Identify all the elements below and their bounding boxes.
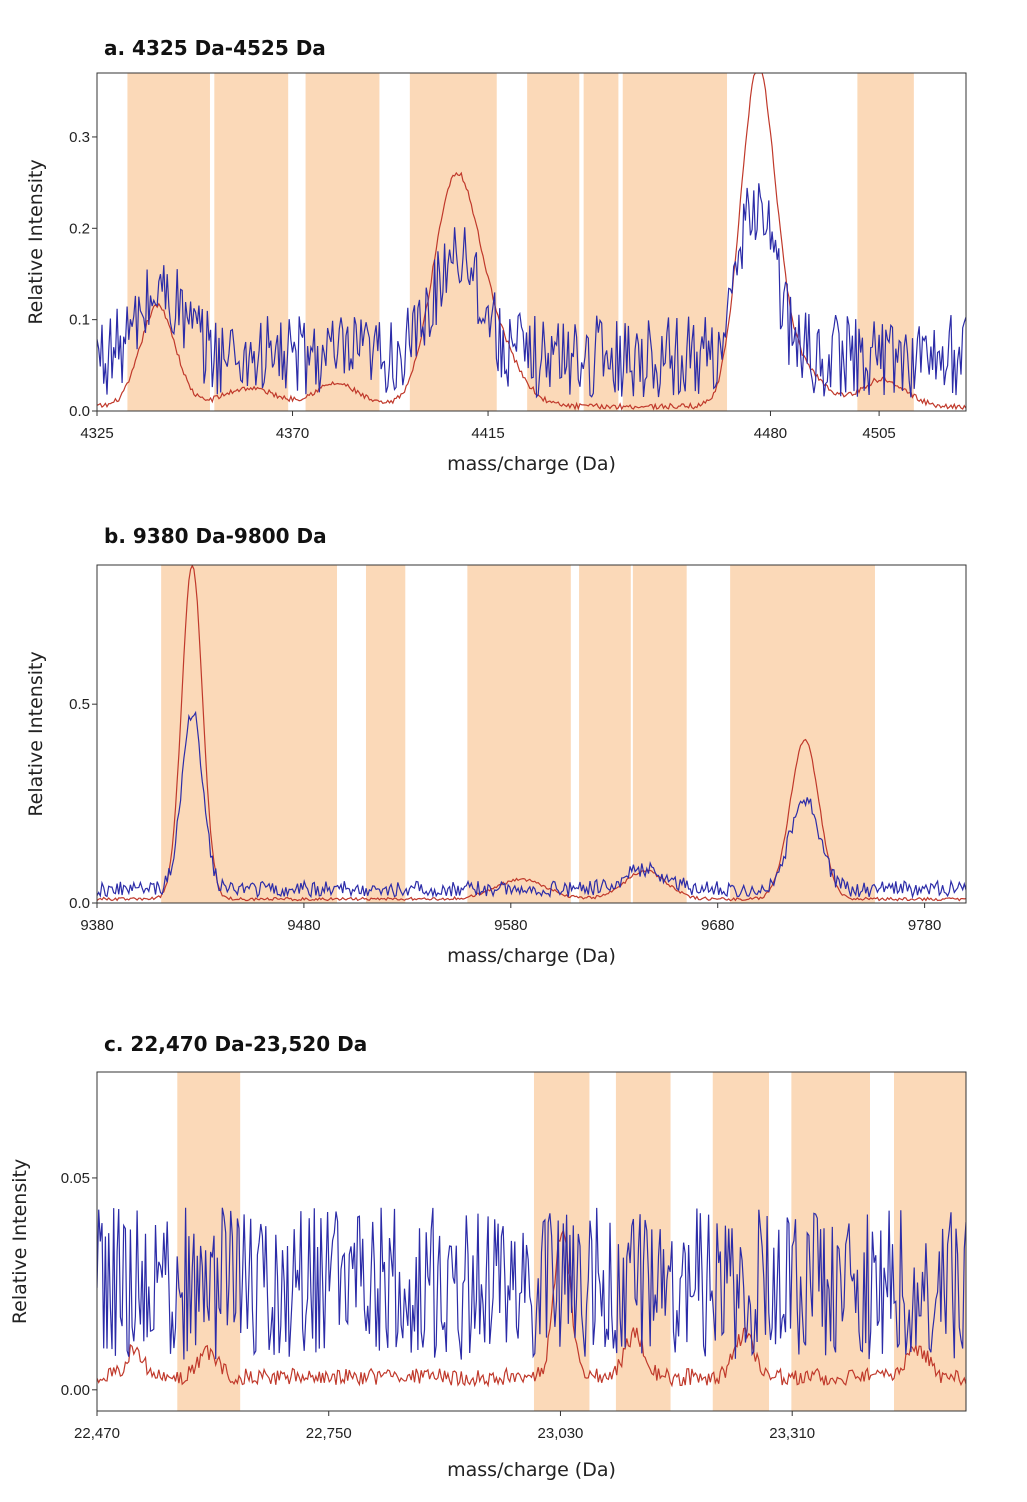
highlight-band	[127, 73, 210, 411]
x-tick-label: 4370	[276, 425, 309, 442]
panel-c-title: c. 22,470 Da-23,520 Da	[104, 1032, 368, 1056]
x-tick-label: 23,030	[538, 1425, 584, 1442]
x-axis-title: mass/charge (Da)	[447, 1459, 616, 1481]
x-axis-title: mass/charge (Da)	[447, 945, 616, 967]
highlight-band	[857, 73, 914, 411]
series-line-1	[97, 565, 966, 902]
series-line-2	[97, 710, 966, 900]
plot-frame	[96, 72, 967, 412]
highlight-band	[161, 565, 338, 903]
x-tick-label: 22,750	[306, 1425, 352, 1442]
y-axis-title: Relative Intensity	[25, 159, 47, 324]
highlight-band	[214, 73, 289, 411]
highlight-band	[579, 565, 631, 903]
plot-frame	[96, 564, 967, 904]
x-tick-label: 4325	[80, 425, 113, 442]
y-tick-label: 0.0	[69, 895, 90, 912]
chart-panel-b: 9380 9480 9580 9680 9780 0.0 0.5 mass/charge (D…	[25, 564, 967, 967]
series-line-1	[97, 73, 966, 411]
x-axis-title: mass/charge (Da)	[447, 453, 616, 475]
y-tick-label: 0.0	[69, 403, 90, 420]
highlight-band	[177, 1072, 241, 1411]
highlight-band	[632, 565, 687, 903]
panel-a-title: a. 4325 Da-4525 Da	[104, 36, 326, 60]
y-tick-label: 0.1	[69, 312, 90, 329]
y-tick-label: 0.05	[61, 1170, 90, 1187]
x-tick-label: 4480	[754, 425, 787, 442]
highlight-band	[365, 565, 406, 903]
highlight-band	[712, 1072, 770, 1411]
x-tick-label: 22,470	[74, 1425, 120, 1442]
series-line-2	[97, 183, 966, 399]
highlight-band	[533, 1072, 590, 1411]
x-tick-label: 9580	[494, 917, 527, 934]
y-axis-title: Relative Intensity	[9, 1159, 31, 1324]
y-tick-label: 0.00	[61, 1382, 90, 1399]
y-tick-label: 0.3	[69, 129, 90, 146]
series-line-1	[97, 1228, 966, 1388]
x-tick-label: 9680	[701, 917, 734, 934]
series-line-2	[97, 1207, 966, 1360]
x-tick-label: 9480	[287, 917, 320, 934]
chart-panel-c: 22,470 22,750 23,030 23,310 0.00 0.05 mass/cha…	[9, 1071, 967, 1481]
chart-panel-a: 4325 4370 4415 4480 4505 0.0 0.1 0.2 0.3 mass/cha…	[25, 72, 967, 475]
highlight-band	[730, 565, 875, 903]
x-tick-label: 4505	[862, 425, 895, 442]
panel-b-title: b. 9380 Da-9800 Da	[104, 524, 327, 548]
x-tick-label: 9780	[908, 917, 941, 934]
highlight-band	[467, 565, 571, 903]
y-axis-title: Relative Intensity	[25, 651, 47, 816]
highlight-band	[409, 73, 497, 411]
x-tick-label: 4415	[471, 425, 504, 442]
x-tick-label: 23,310	[769, 1425, 815, 1442]
x-tick-label: 9380	[80, 917, 113, 934]
plot-frame	[96, 1071, 967, 1412]
y-tick-label: 0.2	[69, 220, 90, 237]
y-tick-label: 0.5	[69, 696, 90, 713]
highlight-band	[791, 1072, 870, 1411]
highlight-band	[615, 1072, 671, 1411]
